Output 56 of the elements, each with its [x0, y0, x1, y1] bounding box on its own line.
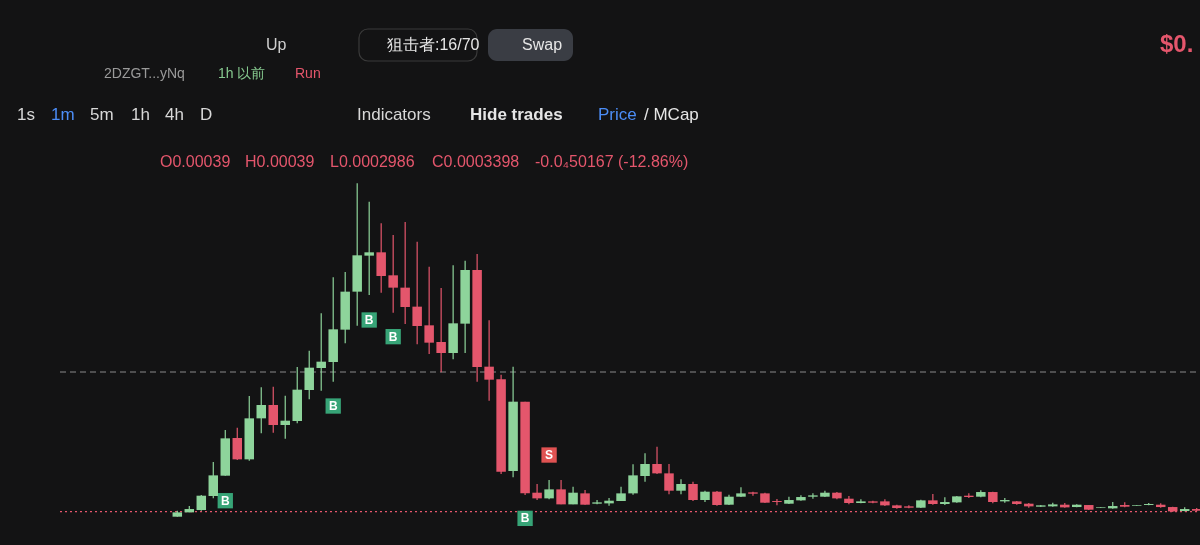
candlestick [484, 319, 494, 402]
candlestick [232, 427, 243, 461]
candlestick [268, 386, 278, 434]
candlestick [652, 446, 662, 475]
candlestick [256, 386, 266, 434]
candlestick [364, 201, 374, 296]
candlestick [688, 481, 698, 502]
text: 5m [90, 105, 114, 124]
text: H0.00039 [245, 153, 315, 170]
candlestick [208, 461, 219, 499]
text: Price [598, 105, 637, 124]
text: 1s [17, 105, 35, 124]
text: B [520, 511, 530, 526]
candlestick [808, 492, 818, 500]
text: Indicators [357, 105, 431, 124]
text: D [200, 105, 213, 124]
candlestick [280, 395, 290, 440]
text: -0.0₄50167 (-12.86%) [535, 153, 689, 170]
text: L0.0002986 [330, 153, 415, 170]
text: B [220, 493, 230, 508]
candlestick [412, 241, 422, 345]
text: 狙击者:16/70 [387, 36, 480, 53]
text: B [364, 312, 374, 327]
text: 2DZGT...yNq [104, 65, 185, 81]
series-label: S [545, 448, 554, 463]
candlestick [544, 479, 554, 500]
candlestick [316, 312, 326, 392]
text: 1h 以前 [218, 65, 266, 81]
candlestick [424, 266, 434, 355]
text: Up [266, 36, 287, 53]
series-label: B [328, 399, 338, 414]
candlestick [532, 483, 542, 501]
text: O0.00039 [160, 153, 231, 170]
text: 1h [131, 105, 150, 124]
text: Hide trades [470, 105, 563, 124]
text: Swap [522, 36, 563, 53]
candlestick [736, 486, 746, 498]
text: / MCap [644, 105, 699, 124]
text: B [388, 329, 398, 344]
candlestick [436, 287, 446, 373]
candlestick [388, 234, 398, 314]
candlestick [772, 498, 782, 506]
text: C0.0003398 [432, 153, 520, 170]
text: $0. [1160, 30, 1194, 57]
candlestick [304, 350, 314, 400]
text: 1m [51, 105, 75, 124]
text: Run [295, 65, 321, 81]
candlestick [664, 463, 674, 495]
text: 4h [165, 105, 184, 124]
candlestick [556, 479, 566, 505]
candlestick [628, 463, 638, 496]
candlestick [928, 493, 938, 506]
candlestick [400, 221, 410, 325]
candlestick [640, 452, 650, 483]
candlestick [796, 494, 806, 502]
candlestick [376, 222, 386, 294]
